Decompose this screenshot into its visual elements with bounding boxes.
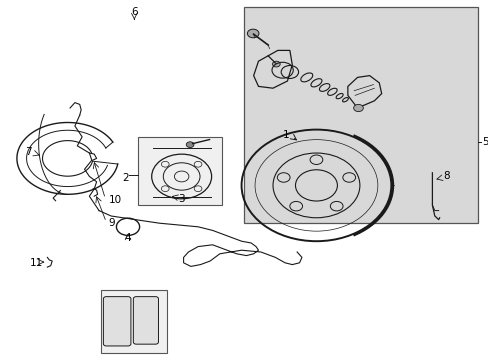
FancyBboxPatch shape xyxy=(101,290,166,353)
Text: 7: 7 xyxy=(25,147,31,157)
Circle shape xyxy=(353,104,363,112)
Circle shape xyxy=(247,29,259,38)
Text: 5: 5 xyxy=(481,137,488,147)
Text: 11: 11 xyxy=(30,258,43,268)
FancyBboxPatch shape xyxy=(244,7,477,223)
Text: 2: 2 xyxy=(122,173,129,183)
Circle shape xyxy=(272,61,280,67)
FancyBboxPatch shape xyxy=(103,297,131,346)
Text: 10: 10 xyxy=(108,195,122,205)
Text: 9: 9 xyxy=(108,218,115,228)
FancyBboxPatch shape xyxy=(138,137,222,205)
Text: 4: 4 xyxy=(124,233,131,243)
Circle shape xyxy=(186,142,194,148)
FancyBboxPatch shape xyxy=(133,297,158,344)
Text: 3: 3 xyxy=(178,194,184,204)
Text: 8: 8 xyxy=(443,171,449,181)
Text: 1: 1 xyxy=(283,130,289,140)
Text: 6: 6 xyxy=(131,6,137,17)
